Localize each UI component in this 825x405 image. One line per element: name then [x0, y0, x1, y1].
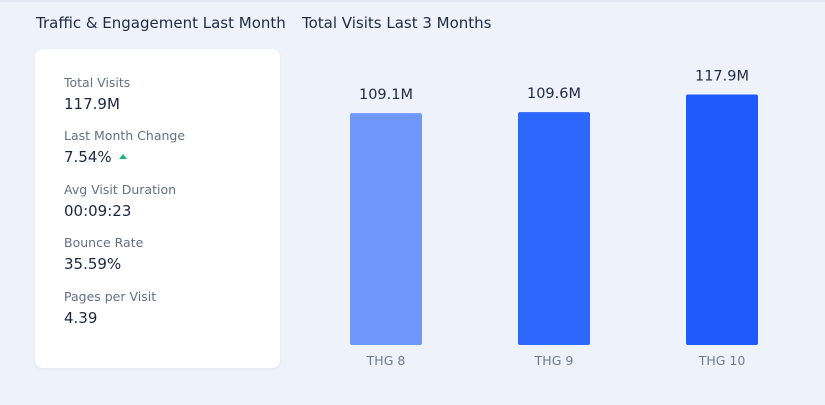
total-visits-title: Total Visits Last 3 Months	[302, 14, 492, 32]
metric-value-row: 7.54%	[64, 148, 185, 166]
x-tick-label: THG 9	[534, 353, 574, 368]
bar-thg-9	[518, 112, 590, 345]
metric-label: Last Month Change	[64, 128, 186, 143]
metric-value: 117.9M	[64, 95, 120, 113]
metric-value: 4.39	[64, 309, 98, 327]
bar-value-label: 109.1M	[359, 87, 413, 103]
metric-value: 00:09:23	[64, 202, 132, 220]
bar-value-label: 117.9M	[695, 68, 749, 84]
traffic-engagement-title: Traffic & Engagement Last Month	[36, 14, 286, 32]
metric-total-visits: Total Visits 117.9M	[64, 75, 130, 113]
metric-last-month-change: Last Month Change 7.54%	[64, 128, 185, 166]
metric-avg-visit-duration: Avg Visit Duration 00:09:23	[64, 182, 176, 220]
x-tick-label: THG 8	[366, 353, 406, 368]
bar-value-label: 109.6M	[527, 86, 581, 102]
metric-label: Total Visits	[64, 75, 131, 90]
metric-bounce-rate: Bounce Rate 35.59%	[64, 235, 143, 273]
metrics-card: Total Visits 117.9M Last Month Change 7.…	[35, 49, 280, 368]
metric-label: Pages per Visit	[64, 289, 157, 304]
bar-thg-8	[350, 113, 422, 345]
bar-thg-10	[686, 94, 758, 346]
metric-pages-per-visit: Pages per Visit 4.39	[64, 289, 156, 327]
top-divider	[0, 0, 825, 2]
caret-up-icon	[118, 154, 127, 159]
metric-value: 35.59%	[64, 255, 122, 273]
metric-value: 7.54%	[64, 148, 112, 166]
total-visits-bar-chart: 109.1M THG 8 109.6M THG 9 117.9M THG 10	[350, 68, 758, 368]
metric-label: Avg Visit Duration	[64, 182, 177, 197]
x-tick-label: THG 10	[698, 353, 746, 368]
metric-label: Bounce Rate	[64, 235, 144, 250]
